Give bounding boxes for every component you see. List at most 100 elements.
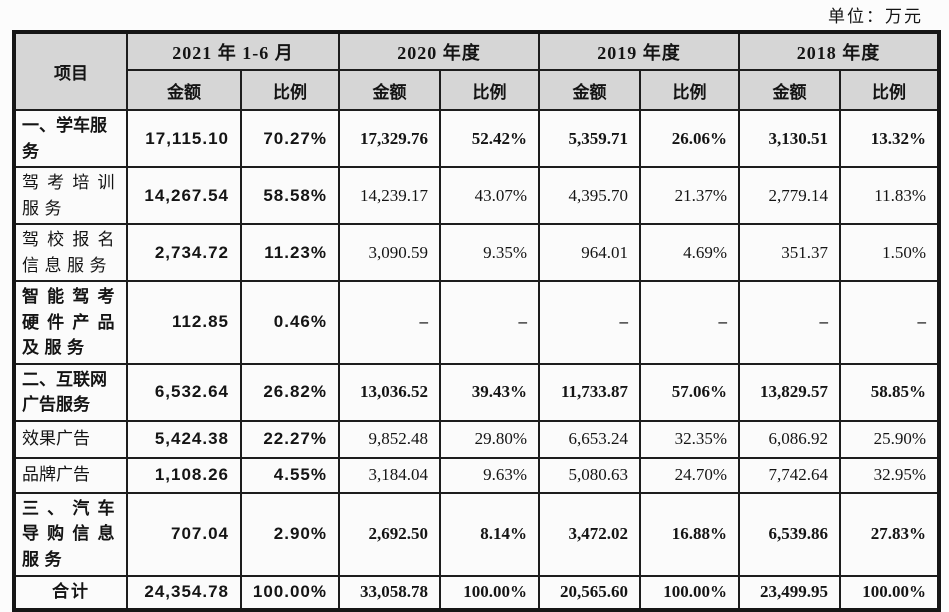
amount-cell: 5,080.63 (538, 456, 641, 494)
amount-cell: – (738, 280, 841, 365)
ratio-cell: 25.90% (839, 419, 940, 459)
amount-cell: 7,742.64 (738, 456, 841, 494)
amount-cell: 6,532.64 (126, 362, 242, 422)
ratio-cell: 21.37% (639, 166, 740, 225)
table-row: 驾校报名信息服务 2,734.72 11.23% 3,090.59 9.35% … (13, 223, 940, 282)
ratio-cell: 58.58% (240, 166, 340, 225)
amount-cell: 20,565.60 (538, 574, 641, 611)
amount-cell: 13,829.57 (738, 362, 841, 422)
column-header-amount-2021: 金额 (126, 69, 242, 111)
table-row-total: 合计 24,354.78 100.00% 33,058.78 100.00% 2… (13, 574, 940, 611)
amount-cell: 17,115.10 (126, 109, 242, 168)
amount-cell: 14,239.17 (338, 166, 441, 225)
ratio-cell: 29.80% (439, 419, 540, 459)
amount-cell: – (338, 280, 441, 365)
ratio-cell: 26.06% (639, 109, 740, 168)
table-row: 一、学车服务 17,115.10 70.27% 17,329.76 52.42%… (13, 109, 940, 168)
amount-cell: 5,424.38 (126, 419, 242, 459)
item-cell: 二、互联网广告服务 (13, 362, 128, 422)
amount-cell: 2,734.72 (126, 223, 242, 282)
ratio-cell: 13.32% (839, 109, 940, 168)
ratio-cell: 39.43% (439, 362, 540, 422)
ratio-cell: 58.85% (839, 362, 940, 422)
item-cell: 三、汽车导购信息服务 (13, 491, 128, 577)
table-row: 效果广告 5,424.38 22.27% 9,852.48 29.80% 6,6… (13, 419, 940, 459)
ratio-cell: 8.14% (439, 491, 540, 577)
ratio-cell: 100.00% (839, 574, 940, 611)
amount-cell: 9,852.48 (338, 419, 441, 459)
table-row: 二、互联网广告服务 6,532.64 26.82% 13,036.52 39.4… (13, 362, 940, 422)
amount-cell: 24,354.78 (126, 574, 242, 611)
amount-cell: 14,267.54 (126, 166, 242, 225)
ratio-cell: 16.88% (639, 491, 740, 577)
ratio-cell: 100.00% (639, 574, 740, 611)
ratio-cell: 27.83% (839, 491, 940, 577)
amount-cell: 4,395.70 (538, 166, 641, 225)
ratio-cell: 4.69% (639, 223, 740, 282)
ratio-cell: 11.83% (839, 166, 940, 225)
amount-cell: 17,329.76 (338, 109, 441, 168)
amount-cell: 5,359.71 (538, 109, 641, 168)
revenue-breakdown-table: 项目 2021 年 1-6 月 2020 年度 2019 年度 2018 年度 … (12, 30, 941, 612)
column-header-amount-2018: 金额 (738, 69, 841, 111)
ratio-cell: 4.55% (240, 456, 340, 494)
table-row: 品牌广告 1,108.26 4.55% 3,184.04 9.63% 5,080… (13, 456, 940, 494)
column-header-amount-2020: 金额 (338, 69, 441, 111)
item-cell: 智能驾考硬件产品及服务 (13, 280, 128, 365)
amount-cell: 11,733.87 (538, 362, 641, 422)
ratio-cell: 9.35% (439, 223, 540, 282)
column-header-ratio-2021: 比例 (240, 69, 340, 111)
column-header-ratio-2018: 比例 (839, 69, 940, 111)
ratio-cell: 0.46% (240, 280, 340, 365)
ratio-cell: 57.06% (639, 362, 740, 422)
column-header-period-2018: 2018 年度 (738, 31, 940, 71)
header-row-periods: 项目 2021 年 1-6 月 2020 年度 2019 年度 2018 年度 (13, 31, 940, 111)
column-header-period-2021: 2021 年 1-6 月 (126, 31, 340, 71)
ratio-cell: 43.07% (439, 166, 540, 225)
amount-cell: 23,499.95 (738, 574, 841, 611)
ratio-cell: – (839, 280, 940, 365)
amount-cell: 6,086.92 (738, 419, 841, 459)
amount-cell: 2,692.50 (338, 491, 441, 577)
amount-cell: 3,472.02 (538, 491, 641, 577)
ratio-cell: 9.63% (439, 456, 540, 494)
ratio-cell: – (439, 280, 540, 365)
ratio-cell: 11.23% (240, 223, 340, 282)
ratio-cell: 32.35% (639, 419, 740, 459)
ratio-cell: 100.00% (240, 574, 340, 611)
ratio-cell: 1.50% (839, 223, 940, 282)
item-cell: 驾校报名信息服务 (13, 223, 128, 282)
column-header-amount-2019: 金额 (538, 69, 641, 111)
unit-label: 单位：万元 (828, 7, 923, 26)
ratio-cell: 52.42% (439, 109, 540, 168)
item-cell: 合计 (13, 574, 128, 611)
table-row: 三、汽车导购信息服务 707.04 2.90% 2,692.50 8.14% 3… (13, 491, 940, 577)
ratio-cell: – (639, 280, 740, 365)
amount-cell: 3,130.51 (738, 109, 841, 168)
ratio-cell: 22.27% (240, 419, 340, 459)
table-row: 智能驾考硬件产品及服务 112.85 0.46% – – – – – – (13, 280, 940, 365)
amount-cell: 1,108.26 (126, 456, 242, 494)
amount-cell: 3,184.04 (338, 456, 441, 494)
item-cell: 驾考培训服务 (13, 166, 128, 225)
amount-cell: 3,090.59 (338, 223, 441, 282)
column-header-item: 项目 (13, 31, 128, 111)
item-cell: 效果广告 (13, 419, 128, 459)
ratio-cell: 24.70% (639, 456, 740, 494)
amount-cell: 707.04 (126, 491, 242, 577)
ratio-cell: 100.00% (439, 574, 540, 611)
ratio-cell: 26.82% (240, 362, 340, 422)
amount-cell: – (538, 280, 641, 365)
header-row-measures: 金额 比例 金额 比例 金额 比例 金额 比例 (14, 69, 940, 111)
amount-cell: 6,539.86 (738, 491, 841, 577)
amount-cell: 2,779.14 (738, 166, 841, 225)
amount-cell: 351.37 (738, 223, 841, 282)
table-row: 驾考培训服务 14,267.54 58.58% 14,239.17 43.07%… (13, 166, 940, 225)
amount-cell: 964.01 (538, 223, 641, 282)
ratio-cell: 32.95% (839, 456, 940, 494)
ratio-cell: 70.27% (240, 109, 340, 168)
amount-cell: 112.85 (126, 280, 242, 365)
column-header-ratio-2020: 比例 (439, 69, 540, 111)
amount-cell: 6,653.24 (538, 419, 641, 459)
item-cell: 品牌广告 (13, 456, 128, 494)
